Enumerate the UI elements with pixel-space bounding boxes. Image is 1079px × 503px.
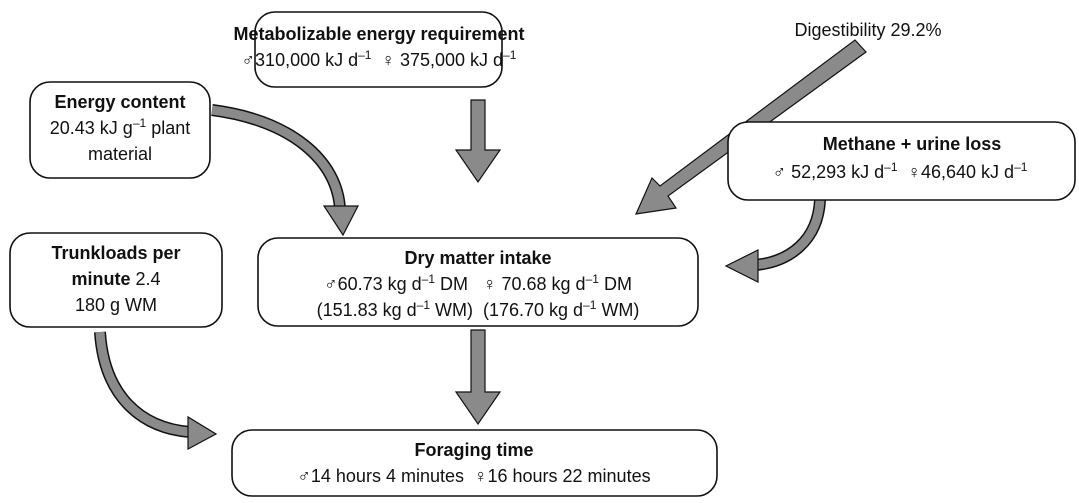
curved-arrow	[211, 104, 359, 237]
box	[257, 237, 699, 327]
node-title: Trunkloads per	[51, 243, 180, 263]
arrow	[454, 329, 502, 426]
node-title: Foraging time	[414, 440, 533, 460]
box	[231, 429, 718, 497]
curved-arrow	[94, 331, 218, 451]
node-title: Energy content	[54, 92, 185, 112]
node-title: Metabolizable energy requirement	[233, 24, 524, 44]
node-text: ♂ 52,293 kJ d–1 ♀46,640 kJ d–1	[773, 160, 1028, 182]
node-text: 20.43 kJ g–1 plant	[50, 116, 190, 138]
curved-arrow	[724, 199, 826, 283]
node-text: ♂14 hours 4 minutes ♀16 hours 22 minutes	[297, 466, 650, 486]
node-title: Methane + urine loss	[823, 134, 1002, 154]
node-text: ♂310,000 kJ d–1 ♀ 375,000 kJ d–1	[242, 48, 517, 70]
box	[29, 81, 211, 179]
annotation: Digestibility 29.2%	[794, 20, 941, 40]
node-title: Dry matter intake	[404, 248, 551, 268]
arrow	[454, 99, 502, 184]
node-text: (151.83 kg d–1 WM) (176.70 kg d–1 WM)	[317, 298, 640, 320]
node-text: ♂60.73 kg d–1 DM ♀ 70.68 kg d–1 DM	[324, 272, 632, 294]
box	[9, 232, 223, 328]
box	[727, 121, 1076, 201]
box	[254, 11, 503, 88]
node-text: material	[88, 144, 152, 164]
node-text: minute 2.4	[71, 269, 160, 289]
node-text: 180 g WM	[75, 295, 157, 315]
